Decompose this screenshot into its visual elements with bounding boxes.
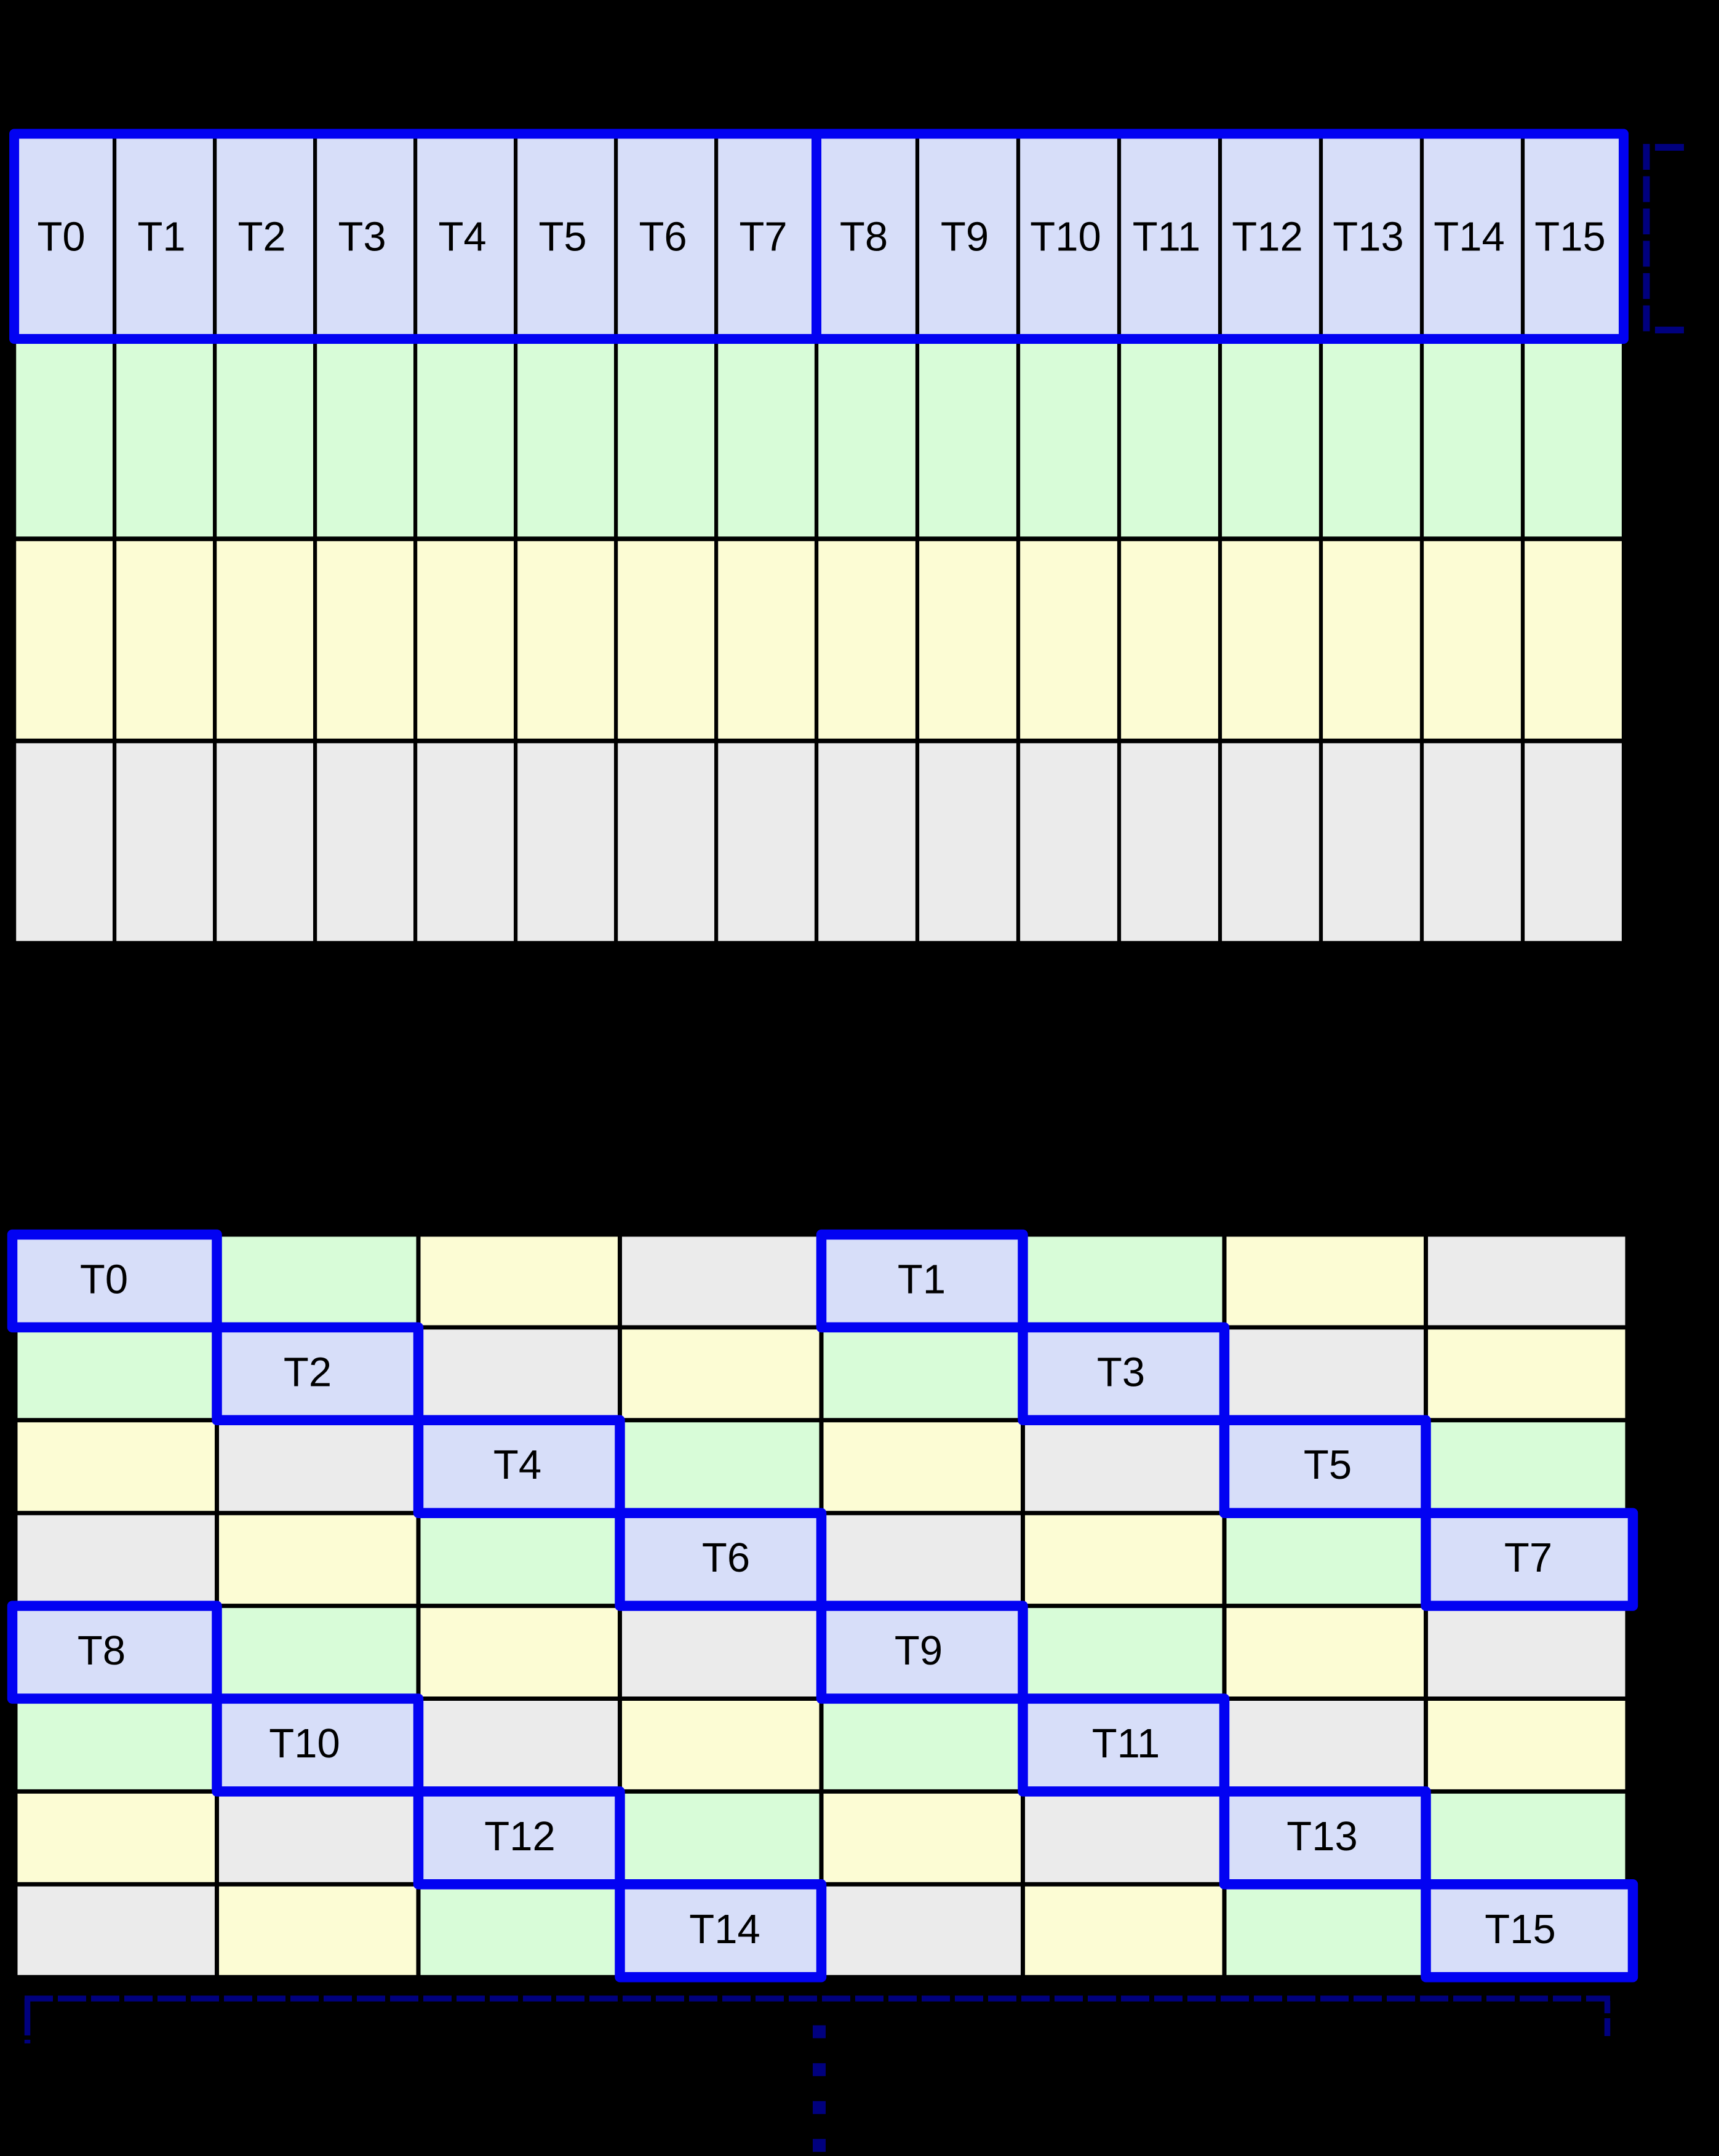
svg-text:T1: T1	[898, 1256, 946, 1302]
svg-text:T2: T2	[284, 1349, 332, 1395]
svg-text:T15: T15	[1534, 214, 1605, 260]
svg-text:T7: T7	[739, 214, 787, 260]
svg-text:T13: T13	[1286, 1813, 1357, 1860]
svg-text:T11: T11	[1092, 1720, 1160, 1767]
svg-text:T4: T4	[493, 1442, 541, 1488]
svg-text:T7: T7	[1504, 1535, 1552, 1581]
svg-text:T8: T8	[840, 214, 888, 260]
svg-text:T14: T14	[1434, 214, 1504, 260]
svg-text:T4: T4	[438, 214, 486, 260]
svg-text:T14: T14	[689, 1906, 760, 1952]
svg-text:T12: T12	[484, 1813, 555, 1860]
svg-text:T15: T15	[1485, 1906, 1555, 1952]
svg-text:T0: T0	[37, 214, 85, 260]
svg-text:T12: T12	[1232, 214, 1302, 260]
svg-text:T13: T13	[1333, 214, 1403, 260]
svg-text:T3: T3	[338, 214, 386, 260]
svg-text:T2: T2	[237, 214, 285, 260]
svg-text:T10: T10	[269, 1720, 340, 1767]
svg-text:T6: T6	[639, 214, 687, 260]
svg-text:T8: T8	[78, 1628, 126, 1674]
svg-text:T9: T9	[895, 1628, 943, 1674]
svg-text:T5: T5	[538, 214, 586, 260]
svg-text:T6: T6	[702, 1535, 750, 1581]
svg-text:T9: T9	[941, 214, 989, 260]
svg-text:T1: T1	[137, 214, 185, 260]
svg-text:T11: T11	[1133, 214, 1200, 260]
svg-text:T3: T3	[1097, 1349, 1145, 1395]
svg-text:T10: T10	[1030, 214, 1101, 260]
svg-text:T5: T5	[1304, 1442, 1352, 1488]
svg-text:T0: T0	[80, 1256, 128, 1302]
